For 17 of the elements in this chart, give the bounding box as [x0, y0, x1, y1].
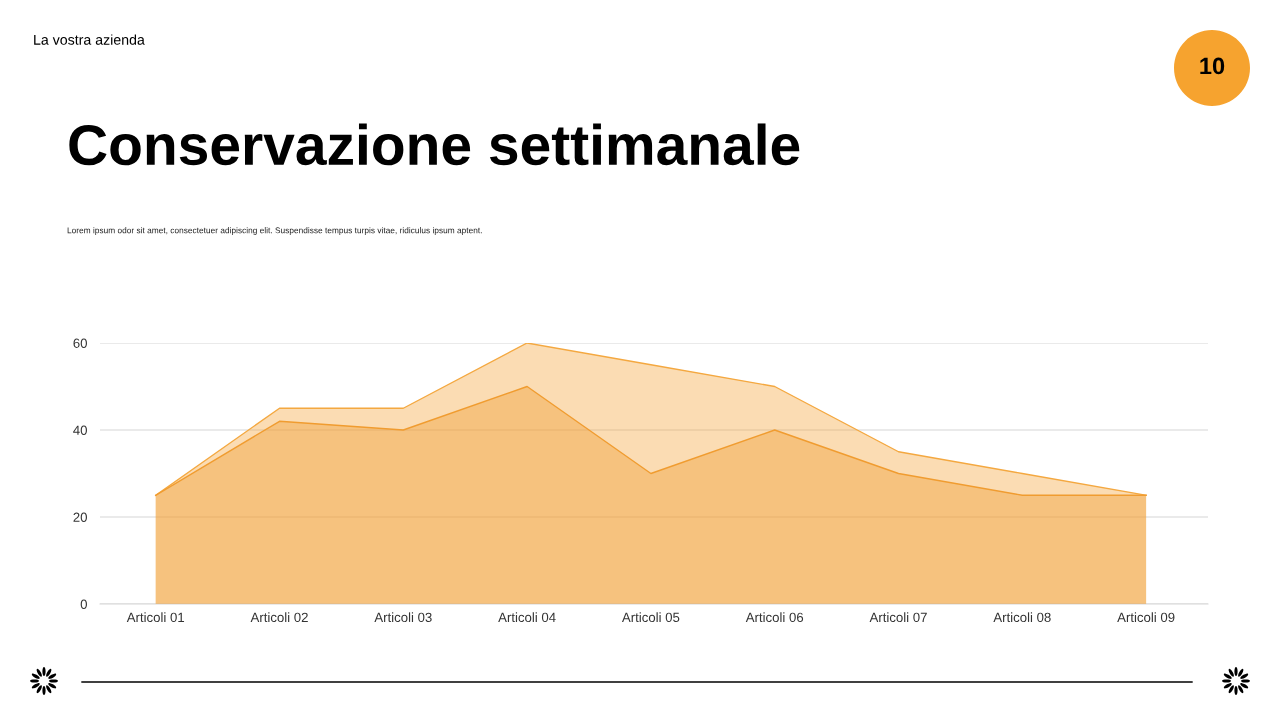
x-tick-label: Articoli 01: [126, 612, 185, 623]
y-tick-label: 60: [73, 338, 87, 348]
x-tick-label: Articoli 09: [1117, 612, 1175, 623]
x-tick-label: Articoli 07: [869, 612, 927, 623]
x-tick-label: Articoli 06: [745, 612, 804, 623]
x-tick-label: Articoli 08: [993, 612, 1051, 623]
chart-title: Conservazione settimanale: [69, 123, 800, 166]
x-tick-label: Articoli 03: [374, 612, 432, 623]
y-tick-label: 40: [73, 425, 87, 435]
y-tick-label: 20: [73, 512, 87, 522]
x-tick-label: Articoli 05: [621, 612, 680, 623]
x-tick-label: Articoli 04: [498, 612, 556, 623]
text: 10: [1200, 57, 1225, 75]
x-tick-label: Articoli 02: [250, 612, 308, 623]
text: La vostra azienda: [34, 34, 145, 45]
chart-subtitle: Lorem ipsum odor sit amet, consectetuer adipiscing elit. Suspendisse tempus turpis vitae, ridiculus ipsum aptent.: [67, 227, 482, 235]
y-tick-label: 0: [80, 599, 87, 609]
